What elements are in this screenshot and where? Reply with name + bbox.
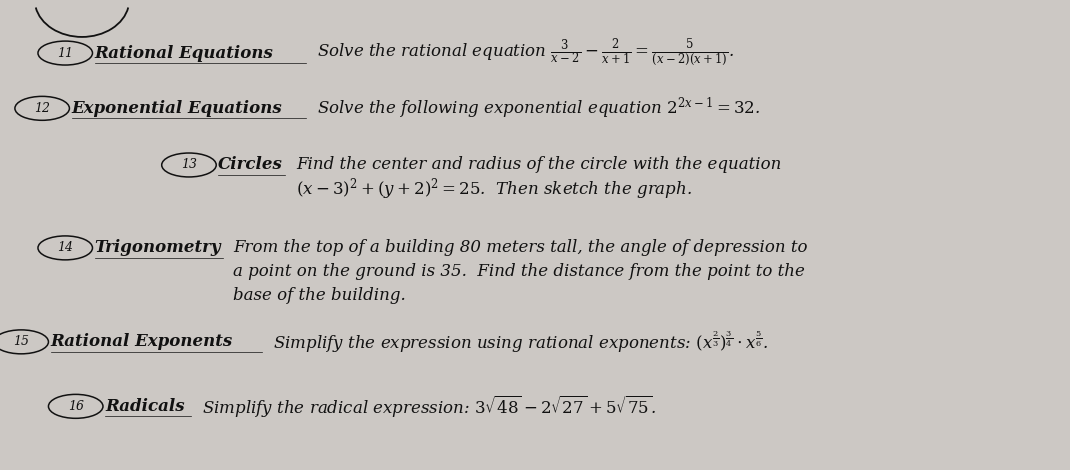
Text: Find the center and radius of the circle with the equation: Find the center and radius of the circle… bbox=[296, 157, 781, 173]
Text: 11: 11 bbox=[57, 47, 73, 60]
Text: Circles: Circles bbox=[218, 157, 284, 173]
Text: Rational Equations: Rational Equations bbox=[94, 45, 274, 62]
Text: Exponential Equations: Exponential Equations bbox=[72, 100, 282, 117]
Text: Solve the rational equation $\frac{3}{x-2} - \frac{2}{x+1} = \frac{5}{(x-2)(x+1): Solve the rational equation $\frac{3}{x-… bbox=[317, 37, 734, 69]
Text: a point on the ground is 35.  Find the distance from the point to the: a point on the ground is 35. Find the di… bbox=[233, 263, 805, 280]
Text: Simplify the radical expression: $3\sqrt{48} - 2\sqrt{27} + 5\sqrt{75}$.: Simplify the radical expression: $3\sqrt… bbox=[201, 393, 656, 419]
Text: Rational Exponents: Rational Exponents bbox=[50, 333, 233, 350]
Text: $(x-3)^2 + (y+2)^2 = 25$.  Then sketch the graph.: $(x-3)^2 + (y+2)^2 = 25$. Then sketch th… bbox=[296, 176, 692, 202]
Text: Simplify the expression using rational exponents: $\left(x^{\frac{2}{3}}\right)^: Simplify the expression using rational e… bbox=[273, 329, 768, 354]
Text: Solve the following exponential equation $2^{2x-1} = 32$.: Solve the following exponential equation… bbox=[317, 96, 761, 121]
Text: base of the building.: base of the building. bbox=[233, 287, 406, 304]
Text: Trigonometry: Trigonometry bbox=[94, 239, 221, 257]
Text: 13: 13 bbox=[181, 158, 197, 172]
Text: From the top of a building 80 meters tall, the angle of depression to: From the top of a building 80 meters tal… bbox=[233, 239, 808, 257]
Text: 14: 14 bbox=[57, 242, 73, 254]
Text: 15: 15 bbox=[13, 336, 29, 348]
Text: 16: 16 bbox=[67, 400, 83, 413]
Text: Radicals: Radicals bbox=[105, 398, 185, 415]
Text: 12: 12 bbox=[34, 102, 50, 115]
